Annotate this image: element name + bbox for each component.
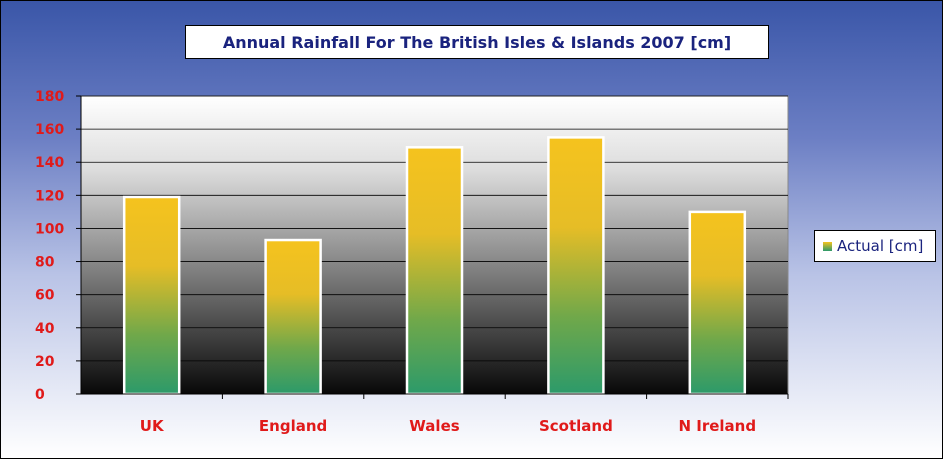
y-tick-label: 160 bbox=[35, 122, 64, 138]
y-tick-label: 20 bbox=[35, 354, 55, 370]
bars bbox=[122, 136, 747, 396]
x-category-label: England bbox=[259, 417, 327, 435]
bar-n-ireland bbox=[688, 210, 747, 396]
y-axis-ticks: 0 20 40 60 80 100 120 140 160 180 bbox=[35, 89, 81, 403]
x-category-label: UK bbox=[140, 417, 165, 435]
y-tick-label: 0 bbox=[35, 387, 45, 403]
bar-scotland bbox=[547, 136, 605, 396]
legend-swatch bbox=[823, 241, 832, 251]
legend-label: Actual [cm] bbox=[837, 237, 924, 255]
bar-england bbox=[264, 238, 322, 396]
x-category-label: Scotland bbox=[539, 417, 613, 435]
y-tick-label: 60 bbox=[35, 288, 55, 304]
chart-title: Annual Rainfall For The British Isles & … bbox=[185, 25, 769, 59]
bar-wales bbox=[405, 146, 464, 396]
y-tick-label: 80 bbox=[35, 255, 55, 271]
y-tick-label: 120 bbox=[35, 188, 64, 204]
x-axis-categories: UK England Wales Scotland N Ireland bbox=[140, 394, 789, 435]
legend: Actual [cm] bbox=[814, 230, 936, 262]
bar-uk bbox=[122, 195, 181, 396]
x-category-label: N Ireland bbox=[678, 417, 756, 435]
x-category-label: Wales bbox=[409, 417, 459, 435]
y-tick-label: 140 bbox=[35, 155, 64, 171]
y-tick-label: 180 bbox=[35, 89, 64, 105]
y-tick-label: 40 bbox=[35, 321, 55, 337]
y-tick-label: 100 bbox=[35, 221, 64, 237]
